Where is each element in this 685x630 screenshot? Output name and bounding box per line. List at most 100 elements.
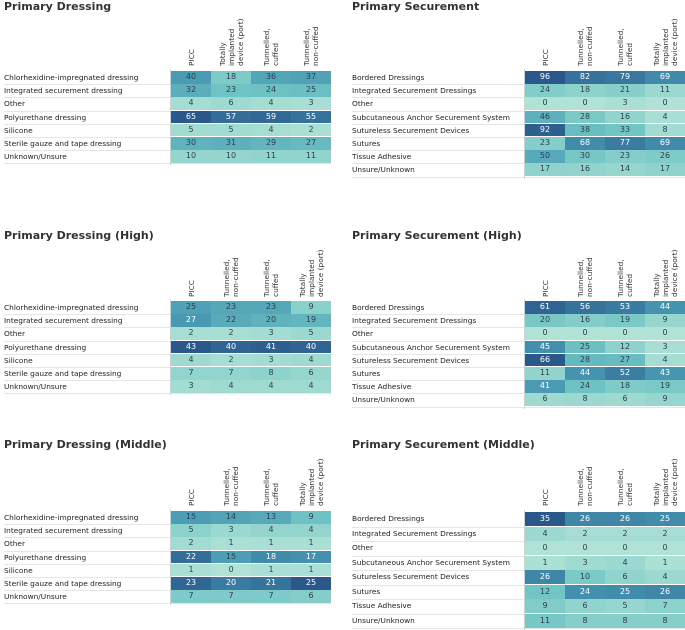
column-header-line: PICC — [540, 280, 550, 297]
row-divider — [352, 541, 685, 542]
column-header-line: non-cuffed — [231, 257, 240, 297]
row-divider — [4, 327, 331, 329]
heat-cell: 92 — [525, 123, 565, 137]
column-header-tunnelled-non-cuffed: Tunnelled, non-cuffed — [222, 466, 240, 506]
row-label-unknown-unsure: Unknown/Unsure — [4, 592, 67, 602]
heat-cell: 50 — [525, 150, 565, 163]
column-header-tunnelled-non-cuffed: Tunnelled, non-cuffed — [222, 257, 240, 297]
heat-cell: 22 — [171, 550, 211, 564]
heat-cell: 23 — [525, 137, 565, 150]
heat-cell: 1 — [251, 563, 291, 577]
column-header-line: implanted — [660, 468, 670, 506]
heat-cell: 40 — [171, 71, 211, 84]
row-label-bordered-dressings: Bordered Dressings — [352, 73, 425, 82]
heat-cell: 4 — [171, 353, 211, 367]
heat-cell: 23 — [211, 301, 251, 314]
row-label-chlorhexidine-impregnated-dressing: Chlorhexidine-impregnated dressing — [4, 513, 139, 522]
heat-cell: 11 — [291, 150, 331, 163]
row-label-sterile-gauze-and-tape-dressing: Sterile gauze and tape dressing — [4, 579, 122, 588]
row-label-unsure-unknown: Unsure/Unknown — [352, 615, 415, 625]
heat-cell: 11 — [525, 613, 565, 628]
column-header-totally-implanted-device-port: Totally implanted device (port) — [652, 18, 679, 66]
heat-cell: 20 — [525, 314, 565, 327]
column-header-line: non-cuffed — [585, 26, 594, 66]
heat-cell: 38 — [565, 123, 605, 137]
heat-cell: 14 — [605, 163, 645, 177]
grid-left-border — [170, 299, 171, 396]
heat-cell: 44 — [645, 301, 685, 314]
column-header-line: device (port) — [669, 249, 679, 297]
heat-cell: 10 — [211, 150, 251, 163]
heat-cell: 3 — [291, 97, 331, 111]
heat-cell: 4 — [171, 97, 211, 111]
column-header-picc: PICC — [187, 489, 196, 506]
row-divider — [4, 84, 331, 86]
heat-cell: 10 — [171, 150, 211, 163]
heat-cell: 53 — [605, 301, 645, 314]
row-label-polyurethane-dressing: Polyurethane dressing — [4, 112, 87, 122]
row-label-subcutaneous-anchor-securement-system: Subcutaneous Anchor Securement System — [352, 112, 510, 122]
heat-cell: 1 — [645, 555, 685, 570]
heat-cell: 1 — [291, 563, 331, 577]
row-label-tissue-adhesive: Tissue Adhesive — [352, 382, 412, 392]
row-label-tissue-adhesive: Tissue Adhesive — [352, 152, 412, 162]
column-header-line: Tunnelled, — [616, 468, 625, 506]
heat-cell: 8 — [251, 367, 291, 380]
column-header-line: Tunnelled, — [576, 28, 585, 66]
row-label-sterile-gauze-and-tape-dressing: Sterile gauze and tape dressing — [4, 369, 122, 378]
heat-cell: 6 — [291, 367, 331, 380]
heat-cell: 25 — [605, 584, 645, 599]
row-divider — [352, 314, 685, 316]
heat-cell: 0 — [645, 97, 685, 111]
row-divider — [352, 340, 685, 342]
heat-cell: 33 — [605, 123, 645, 137]
column-header-line: Tunnelled, — [616, 28, 625, 66]
row-label-integrated-securement-dressing: Integrated securement dressing — [4, 526, 123, 536]
heat-cell: 26 — [605, 512, 645, 526]
heat-cell: 9 — [525, 599, 565, 613]
heat-cell: 1 — [211, 537, 251, 551]
heat-cell: 30 — [171, 137, 211, 150]
heat-cell: 96 — [525, 71, 565, 84]
row-label-silicone: Silicone — [4, 565, 33, 575]
column-header-tunnelled-non-cuffed: Tunnelled, non-cuffed — [302, 26, 320, 66]
row-divider — [4, 314, 331, 316]
heat-cell: 9 — [291, 301, 331, 314]
heat-cell: 6 — [605, 570, 645, 584]
heat-cell: 12 — [605, 340, 645, 354]
heat-cell: 18 — [605, 380, 645, 393]
heat-cell: 37 — [291, 71, 331, 84]
column-header-tunnelled-cuffed: Tunnelled, cuffed — [616, 468, 634, 506]
heat-cell: 23 — [211, 84, 251, 97]
row-divider — [352, 570, 685, 571]
row-label-other: Other — [352, 329, 373, 339]
row-divider — [352, 367, 685, 368]
heat-cell: 31 — [211, 137, 251, 150]
heat-cell: 25 — [291, 577, 331, 590]
row-divider — [4, 367, 331, 368]
row-divider — [352, 380, 685, 382]
heat-cell: 23 — [171, 577, 211, 590]
grid-left-border — [170, 509, 171, 606]
heat-cell: 32 — [171, 84, 211, 97]
row-label-sutureless-securement-devices: Sutureless Securement Devices — [352, 572, 470, 581]
heat-cell: 27 — [605, 353, 645, 367]
row-label-other: Other — [4, 99, 25, 109]
row-divider — [4, 577, 331, 578]
heat-cell: 2 — [171, 537, 211, 551]
column-header-tunnelled-cuffed: Tunnelled, cuffed — [616, 28, 634, 66]
column-header-picc: PICC — [187, 280, 196, 297]
heat-cell: 20 — [251, 314, 291, 327]
heat-cell: 44 — [565, 367, 605, 380]
row-divider — [4, 537, 331, 539]
heat-cell: 28 — [565, 110, 605, 124]
row-divider — [352, 163, 685, 165]
column-header-line: Tunnelled, — [616, 259, 625, 297]
heat-cell: 3 — [251, 353, 291, 367]
heat-cell: 43 — [171, 340, 211, 354]
row-label-other: Other — [352, 543, 373, 552]
row-divider — [4, 97, 331, 99]
column-header-line: non-cuffed — [585, 257, 594, 297]
heat-cell: 11 — [525, 367, 565, 380]
heat-cell: 1 — [525, 555, 565, 570]
